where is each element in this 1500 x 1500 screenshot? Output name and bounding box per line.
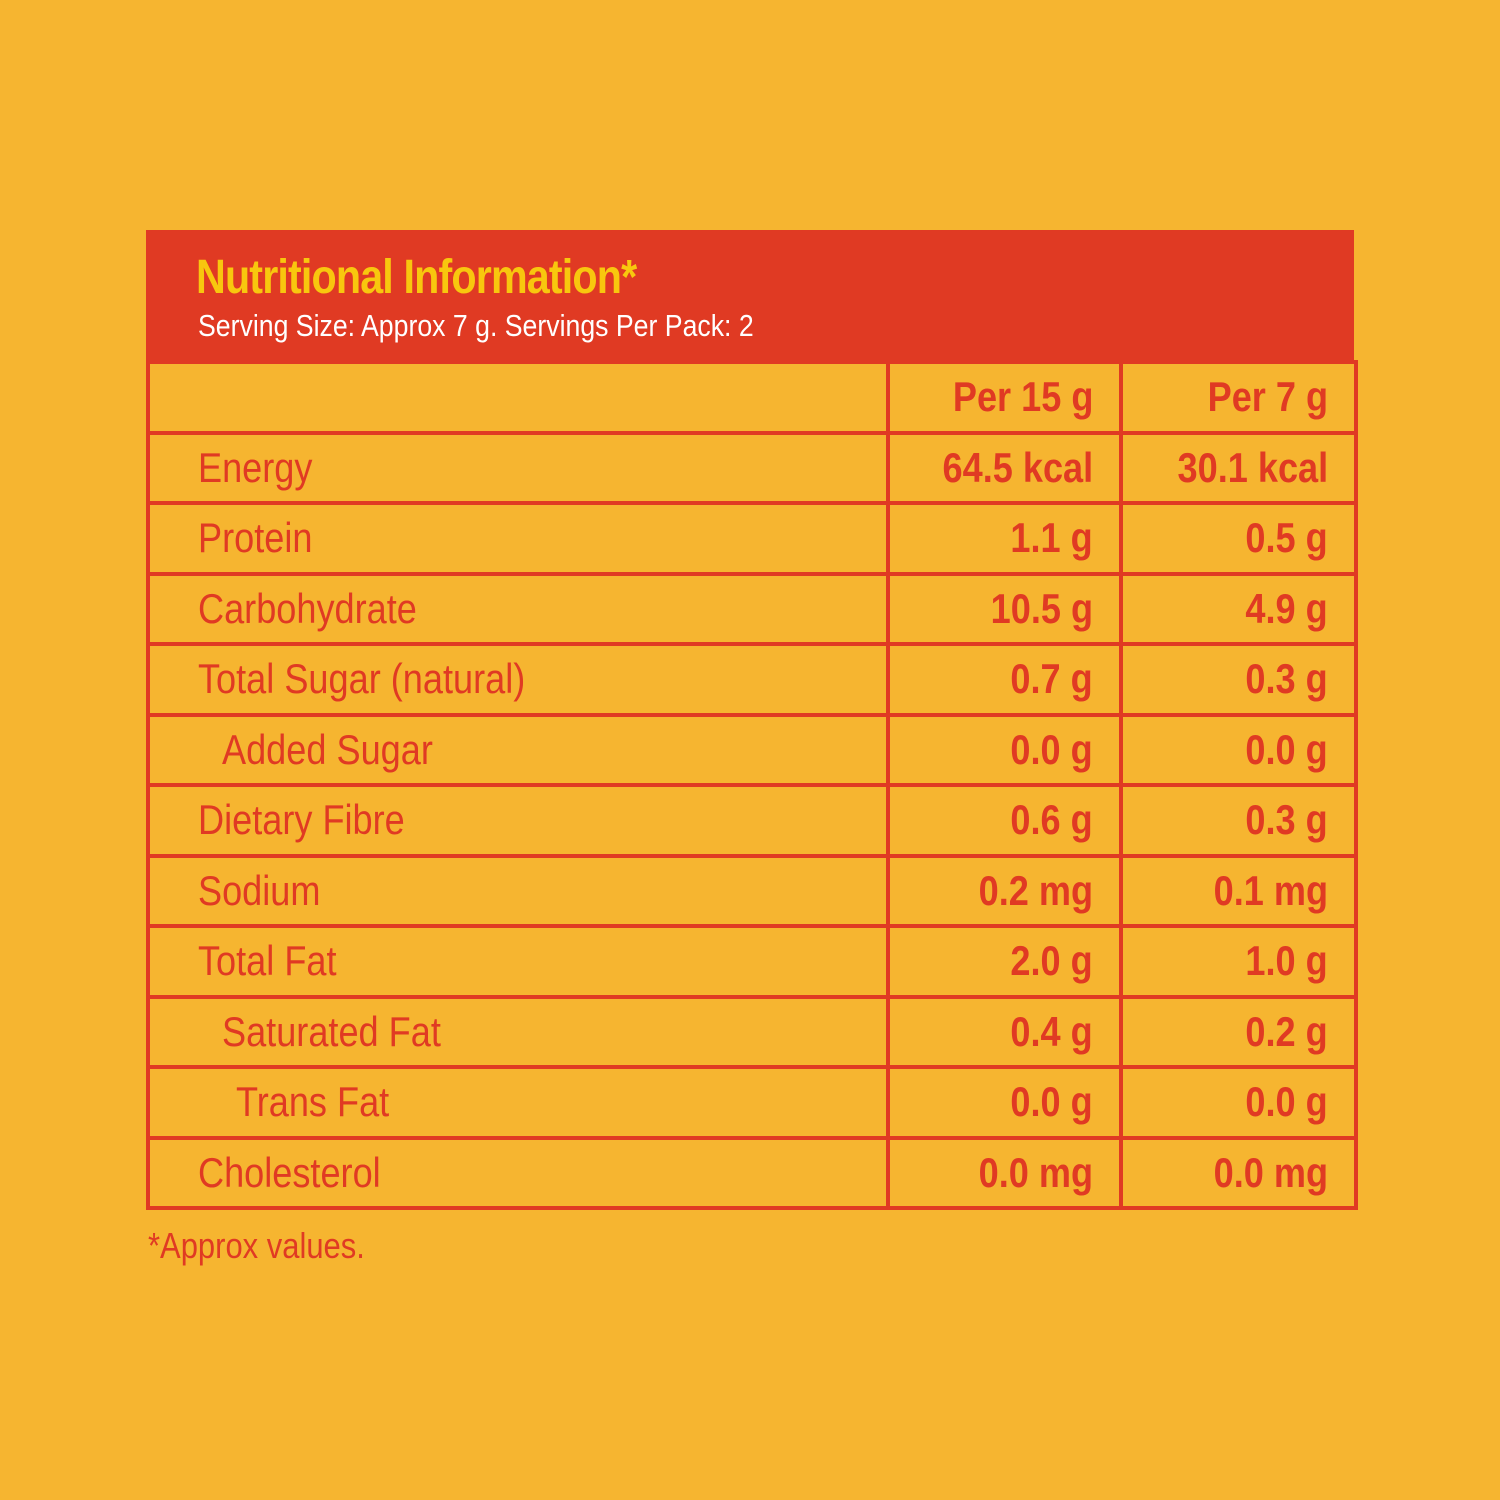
value-per-7g-cell: 0.1 mg	[1119, 853, 1358, 928]
value-per-15g-cell: 0.4 g	[886, 994, 1123, 1069]
value-per-7g-cell: 0.0 mg	[1119, 1135, 1358, 1210]
value-per-7g-cell: 0.5 g	[1119, 501, 1358, 576]
value-per-7g: 0.5 g	[1245, 514, 1328, 562]
value-per-7g: 30.1 kcal	[1177, 443, 1328, 491]
value-per-15g-cell: 0.2 mg	[886, 853, 1123, 928]
nutrition-header: Nutritional Information* Serving Size: A…	[146, 230, 1354, 362]
column-header-per-15g-label: Per 15 g	[952, 373, 1093, 421]
value-per-15g-cell: 0.0 g	[886, 712, 1123, 787]
column-header-nutrient	[146, 360, 890, 435]
nutrient-name-cell: Total Sugar (natural)	[146, 642, 890, 717]
table-row: Sodium 0.2 mg 0.1 mg	[146, 853, 1358, 928]
value-per-15g: 0.4 g	[1010, 1007, 1093, 1055]
value-per-15g: 1.1 g	[1010, 514, 1093, 562]
nutrient-name: Dietary Fibre	[198, 796, 405, 844]
value-per-15g: 64.5 kcal	[942, 443, 1093, 491]
nutrient-name-cell: Total Fat	[146, 924, 890, 999]
nutrition-table: Per 15 g Per 7 g Energy 64.5 kcal 30.1 kca…	[146, 360, 1358, 1210]
value-per-7g-cell: 30.1 kcal	[1119, 430, 1358, 505]
nutrition-table-body: Per 15 g Per 7 g Energy 64.5 kcal 30.1 kca…	[146, 360, 1358, 1210]
nutrient-name: Protein	[198, 514, 313, 562]
value-per-15g: 0.2 mg	[978, 866, 1093, 914]
table-row: Total Sugar (natural) 0.7 g 0.3 g	[146, 642, 1358, 717]
nutrient-name: Added Sugar	[222, 725, 433, 773]
value-per-7g: 0.2 g	[1245, 1007, 1328, 1055]
value-per-7g: 0.0 g	[1245, 725, 1328, 773]
value-per-15g-cell: 0.6 g	[886, 783, 1123, 858]
nutrient-name-cell: Protein	[146, 501, 890, 576]
nutrient-name: Sodium	[198, 866, 321, 914]
value-per-15g: 0.0 mg	[978, 1148, 1093, 1196]
value-per-15g-cell: 2.0 g	[886, 924, 1123, 999]
value-per-15g-cell: 64.5 kcal	[886, 430, 1123, 505]
nutrient-name-cell: Added Sugar	[146, 712, 890, 787]
nutrient-name: Trans Fat	[236, 1078, 390, 1126]
nutrient-name-cell: Sodium	[146, 853, 890, 928]
value-per-15g: 0.0 g	[1010, 1078, 1093, 1126]
footnote: *Approx values.	[148, 1225, 365, 1266]
value-per-15g: 0.0 g	[1010, 725, 1093, 773]
value-per-7g-cell: 4.9 g	[1119, 571, 1358, 646]
value-per-15g-cell: 1.1 g	[886, 501, 1123, 576]
serving-info: Serving Size: Approx 7 g. Servings Per P…	[198, 308, 754, 343]
table-row: Added Sugar 0.0 g 0.0 g	[146, 712, 1358, 787]
column-header-per-15g: Per 15 g	[886, 360, 1123, 435]
value-per-15g: 10.5 g	[990, 584, 1093, 632]
value-per-15g: 0.7 g	[1010, 655, 1093, 703]
value-per-15g-cell: 10.5 g	[886, 571, 1123, 646]
nutrition-title: Nutritional Information*	[196, 251, 637, 304]
value-per-7g-cell: 0.3 g	[1119, 783, 1358, 858]
nutrient-name-cell: Cholesterol	[146, 1135, 890, 1210]
nutrient-name-cell: Dietary Fibre	[146, 783, 890, 858]
table-row: Dietary Fibre 0.6 g 0.3 g	[146, 783, 1358, 858]
value-per-15g: 0.6 g	[1010, 796, 1093, 844]
nutrient-name: Cholesterol	[198, 1148, 381, 1196]
table-row: Carbohydrate 10.5 g 4.9 g	[146, 571, 1358, 646]
value-per-7g: 0.0 g	[1245, 1078, 1328, 1126]
column-header-per-7g: Per 7 g	[1119, 360, 1358, 435]
value-per-7g: 0.3 g	[1245, 655, 1328, 703]
table-row: Total Fat 2.0 g 1.0 g	[146, 924, 1358, 999]
value-per-7g: 0.1 mg	[1213, 866, 1328, 914]
value-per-15g: 2.0 g	[1010, 937, 1093, 985]
value-per-7g-cell: 0.0 g	[1119, 1065, 1358, 1140]
nutrient-name-cell: Energy	[146, 430, 890, 505]
nutrient-name-cell: Trans Fat	[146, 1065, 890, 1140]
value-per-7g: 0.3 g	[1245, 796, 1328, 844]
nutrient-name: Saturated Fat	[222, 1007, 441, 1055]
table-row: Protein 1.1 g 0.5 g	[146, 501, 1358, 576]
value-per-15g-cell: 0.7 g	[886, 642, 1123, 717]
table-row: Cholesterol 0.0 mg 0.0 mg	[146, 1135, 1358, 1210]
nutrient-name-cell: Saturated Fat	[146, 994, 890, 1069]
value-per-7g-cell: 0.0 g	[1119, 712, 1358, 787]
nutrient-name-cell: Carbohydrate	[146, 571, 890, 646]
value-per-7g-cell: 1.0 g	[1119, 924, 1358, 999]
value-per-15g-cell: 0.0 g	[886, 1065, 1123, 1140]
nutrition-panel: Nutritional Information* Serving Size: A…	[146, 230, 1358, 1210]
value-per-7g: 1.0 g	[1245, 937, 1328, 985]
nutrient-name: Total Sugar (natural)	[198, 655, 526, 703]
table-row: Saturated Fat 0.4 g 0.2 g	[146, 994, 1358, 1069]
column-header-per-7g-label: Per 7 g	[1207, 373, 1328, 421]
value-per-7g-cell: 0.2 g	[1119, 994, 1358, 1069]
table-row: Energy 64.5 kcal 30.1 kcal	[146, 430, 1358, 505]
table-row: Trans Fat 0.0 g 0.0 g	[146, 1065, 1358, 1140]
nutrient-name: Total Fat	[198, 937, 337, 985]
nutrient-name: Energy	[198, 443, 313, 491]
value-per-15g-cell: 0.0 mg	[886, 1135, 1123, 1210]
value-per-7g: 4.9 g	[1245, 584, 1328, 632]
value-per-7g-cell: 0.3 g	[1119, 642, 1358, 717]
nutrient-name: Carbohydrate	[198, 584, 417, 632]
value-per-7g: 0.0 mg	[1213, 1148, 1328, 1196]
table-header-row: Per 15 g Per 7 g	[146, 360, 1358, 435]
